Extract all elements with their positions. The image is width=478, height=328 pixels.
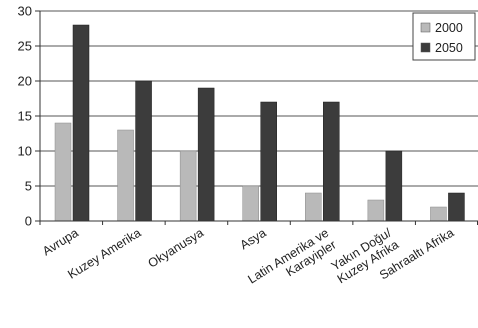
y-tick-label: 20 [18, 74, 32, 89]
bar-2050 [323, 101, 340, 222]
legend-label: 2050 [435, 41, 463, 55]
legend-swatch [420, 42, 431, 53]
x-category-label-line: Okyanusya [146, 226, 206, 271]
bar-2050 [448, 192, 465, 222]
bar-2000 [179, 150, 197, 222]
bar-2050 [260, 101, 277, 222]
y-tick-labels: 0 5 10 15 20 25 30 [18, 4, 32, 229]
bars [54, 24, 465, 222]
legend: 2000 2050 [412, 12, 476, 61]
x-category-label: Avrupa [40, 226, 81, 259]
x-category-label-line: Asya [238, 226, 269, 253]
bar-2000 [117, 129, 134, 222]
x-category-label: Asya [238, 226, 269, 253]
bar-2000 [54, 122, 72, 222]
bar-2050 [72, 24, 90, 222]
y-tick-label: 10 [18, 144, 32, 159]
legend-label: 2000 [435, 21, 463, 35]
y-tick-label: 30 [18, 4, 32, 19]
y-tick-label: 0 [25, 214, 32, 229]
legend-swatch [420, 22, 431, 33]
y-tick-label: 15 [18, 109, 32, 124]
bar-2050 [197, 87, 215, 222]
bar-2050 [385, 150, 403, 222]
bar-2000 [242, 185, 259, 222]
bar-2000 [305, 192, 322, 222]
x-category-label-line: Avrupa [40, 226, 81, 259]
bar-2050 [135, 80, 152, 222]
x-category-label: Okyanusya [146, 226, 206, 271]
y-tick-label: 5 [25, 179, 32, 194]
gridlines [40, 10, 478, 187]
bar-2000 [367, 199, 385, 222]
y-tick-label: 25 [18, 39, 32, 54]
bar-2000 [430, 206, 447, 222]
